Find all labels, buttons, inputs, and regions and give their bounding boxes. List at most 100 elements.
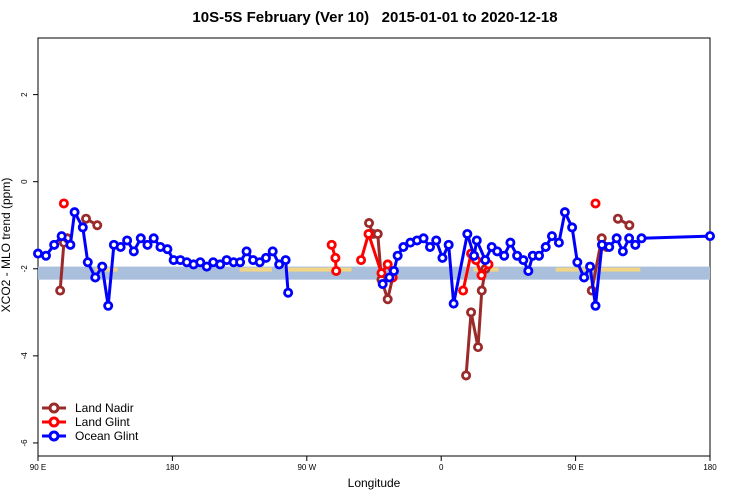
data-point-ocean-glint — [617, 246, 628, 257]
data-point-ocean-glint — [77, 222, 88, 233]
data-point-ocean-glint — [97, 261, 108, 272]
data-point-ocean-glint — [115, 241, 126, 252]
data-point-ocean-glint — [122, 235, 133, 246]
series-line-land-nadir — [464, 268, 487, 376]
data-point-land-glint — [363, 228, 374, 239]
data-point-land-nadir — [466, 307, 477, 318]
data-point-ocean-glint — [128, 246, 139, 257]
data-point-ocean-glint — [377, 279, 388, 290]
data-point-ocean-glint — [103, 300, 114, 311]
axes-group: 90 E 180 90 W 0 90 E 180 -6 -4 -2 0 2 — [20, 92, 717, 472]
data-point-ocean-glint — [162, 244, 173, 255]
data-point-ocean-glint — [148, 233, 159, 244]
data-point-ocean-glint — [201, 261, 212, 272]
data-point-ocean-glint — [590, 300, 601, 311]
data-point-land-nadir — [624, 220, 635, 231]
data-point-land-nadir — [372, 228, 383, 239]
legend-item-land-glint: Land Glint — [42, 415, 130, 429]
series-ocean-glint — [33, 207, 716, 311]
data-point-ocean-glint — [267, 246, 278, 257]
data-point-land-glint — [382, 259, 393, 270]
data-point-ocean-glint — [518, 255, 529, 266]
data-point-land-glint — [58, 198, 69, 209]
legend-label-land-nadir: Land Nadir — [75, 401, 134, 415]
reference-band-group — [38, 266, 710, 280]
data-point-ocean-glint — [235, 257, 246, 268]
data-point-ocean-glint — [471, 235, 482, 246]
data-point-ocean-glint — [546, 231, 557, 242]
legend: Land Nadir Land Glint Ocean Glint — [42, 401, 139, 443]
data-point-land-nadir — [612, 213, 623, 224]
data-point-ocean-glint — [448, 298, 459, 309]
y-tick-label: -4 — [20, 352, 29, 360]
data-point-ocean-glint — [388, 265, 399, 276]
data-point-ocean-glint — [492, 246, 503, 257]
data-point-ocean-glint — [392, 250, 403, 261]
data-point-ocean-glint — [443, 239, 454, 250]
data-point-ocean-glint — [705, 231, 716, 242]
data-point-ocean-glint — [512, 250, 523, 261]
data-point-ocean-glint — [624, 233, 635, 244]
data-point-land-glint — [458, 285, 469, 296]
series-line-ocean-glint — [381, 210, 711, 308]
chart-title: 10S-5S February (Ver 10) 2015-01-01 to 2… — [192, 9, 558, 26]
data-point-ocean-glint — [142, 239, 153, 250]
data-point-land-nadir — [364, 218, 375, 229]
data-point-land-glint — [356, 255, 367, 266]
x-tick-label: 0 — [439, 463, 444, 472]
x-axis-label: Longitude — [347, 476, 401, 490]
data-point-ocean-glint — [56, 231, 67, 242]
data-point-ocean-glint — [283, 287, 294, 298]
y-tick-label: -2 — [20, 265, 29, 273]
data-point-ocean-glint — [567, 222, 578, 233]
x-tick-label: 90 E — [30, 463, 46, 472]
x-tick-label: 90 W — [297, 463, 316, 472]
data-point-land-glint — [590, 198, 601, 209]
legend-marker-ocean-glint — [48, 430, 60, 442]
data-point-ocean-glint — [215, 259, 226, 270]
data-point-ocean-glint — [553, 237, 564, 248]
data-point-ocean-glint — [437, 252, 448, 263]
data-point-land-nadir — [55, 285, 66, 296]
x-tick-label: 180 — [703, 463, 717, 472]
data-point-ocean-glint — [398, 241, 409, 252]
data-point-ocean-glint — [611, 233, 622, 244]
data-point-ocean-glint — [469, 250, 480, 261]
legend-marker-land-glint — [48, 416, 60, 428]
data-point-land-glint — [376, 268, 387, 279]
x-tick-label: 90 E — [567, 463, 583, 472]
data-point-ocean-glint — [559, 207, 570, 218]
y-tick-label: 2 — [20, 92, 29, 97]
data-point-ocean-glint — [585, 261, 596, 272]
data-point-ocean-glint — [40, 250, 51, 261]
legend-label-ocean-glint: Ocean Glint — [75, 429, 139, 443]
y-tick-label: -6 — [20, 439, 29, 447]
reference-band-highlight — [239, 267, 272, 272]
data-point-ocean-glint — [241, 246, 252, 257]
data-point-ocean-glint — [604, 241, 615, 252]
data-point-ocean-glint — [424, 241, 435, 252]
data-point-ocean-glint — [274, 259, 285, 270]
data-point-ocean-glint — [572, 257, 583, 268]
data-point-ocean-glint — [630, 239, 641, 250]
data-point-land-glint — [330, 252, 341, 263]
series-land-nadir — [55, 213, 635, 381]
data-point-ocean-glint — [505, 237, 516, 248]
reference-band-highlight — [95, 267, 118, 272]
data-point-land-glint — [326, 239, 337, 250]
data-point-ocean-glint — [90, 272, 101, 283]
data-point-ocean-glint — [135, 233, 146, 244]
data-point-ocean-glint — [384, 272, 395, 283]
y-tick-label: 0 — [20, 179, 29, 184]
data-point-land-nadir — [382, 294, 393, 305]
data-point-ocean-glint — [480, 255, 491, 266]
data-point-land-glint — [331, 265, 342, 276]
data-point-land-nadir — [473, 342, 484, 353]
data-point-land-nadir — [476, 285, 487, 296]
data-point-ocean-glint — [462, 228, 473, 239]
data-point-ocean-glint — [280, 255, 291, 266]
data-point-land-glint — [476, 270, 487, 281]
legend-item-ocean-glint: Ocean Glint — [42, 429, 139, 443]
data-point-ocean-glint — [49, 239, 60, 250]
